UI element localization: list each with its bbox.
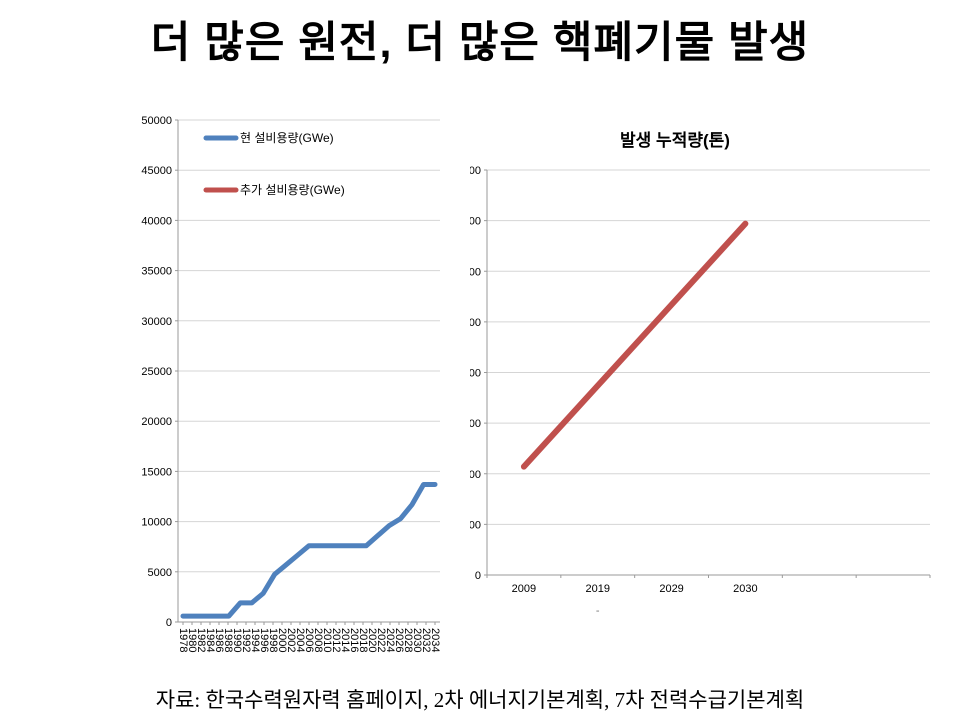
svg-text:1982: 1982 — [195, 628, 207, 652]
svg-text:2029: 2029 — [659, 583, 683, 595]
legend-label-0: 현 설비용량(GWe) — [240, 131, 334, 145]
svg-text:1986: 1986 — [213, 628, 225, 652]
svg-text:2024: 2024 — [384, 628, 396, 652]
svg-text:2034: 2034 — [429, 628, 441, 652]
source-note: 자료: 한국수력원자력 홈페이지, 2차 에너지기본계획, 7차 전력수급기본계… — [155, 688, 805, 712]
svg-text:1994: 1994 — [249, 628, 261, 652]
waste-chart: 0 5000 10000 15000 20000 25000 30000 35000 40000… — [470, 131, 931, 617]
svg-text:10000: 10000 — [470, 469, 481, 481]
svg-text:1996: 1996 — [258, 628, 270, 652]
svg-text:2014: 2014 — [339, 628, 351, 652]
svg-text:2018: 2018 — [357, 628, 369, 652]
x-axis-labels: 2009 2019 2029 2030 — [486, 575, 931, 595]
svg-text:2020: 2020 — [366, 628, 378, 652]
svg-text:2016: 2016 — [348, 628, 360, 652]
svg-text:30000: 30000 — [470, 266, 481, 278]
svg-text:2022: 2022 — [375, 628, 387, 652]
legend-label-1: 추가 설비용량(GWe) — [240, 183, 345, 197]
svg-text:2012: 2012 — [330, 628, 342, 652]
svg-text:1990: 1990 — [231, 628, 243, 652]
legend: 현 설비용량(GWe) 추가 설비용량(GWe) — [203, 131, 345, 197]
svg-text:2030: 2030 — [411, 628, 423, 652]
svg-text:35000: 35000 — [470, 216, 481, 228]
svg-text:15000: 15000 — [470, 418, 481, 430]
svg-text:15000: 15000 — [141, 466, 172, 478]
svg-text:1992: 1992 — [240, 628, 252, 652]
svg-text:10000: 10000 — [141, 517, 172, 529]
svg-text:40000: 40000 — [141, 215, 172, 227]
svg-text:2002: 2002 — [285, 628, 297, 652]
svg-text:20000: 20000 — [141, 416, 172, 428]
capacity-chart: 0 5000 10000 15000 20000 25000 30000 35000 40000… — [141, 115, 441, 652]
x-axis-labels: 1978198019821984198619881990199219941996… — [177, 622, 441, 652]
svg-text:2032: 2032 — [420, 628, 432, 652]
y-axis-labels: 0 5000 10000 15000 20000 25000 30000 35000 40000… — [141, 115, 172, 629]
chart-title: 발생 누적량(톤) — [620, 131, 730, 150]
svg-text:1988: 1988 — [222, 628, 234, 652]
svg-text:2009: 2009 — [512, 583, 536, 595]
gridlines — [175, 119, 440, 623]
svg-text:1978: 1978 — [177, 628, 189, 652]
svg-text:0: 0 — [166, 617, 172, 629]
svg-text:2010: 2010 — [321, 628, 333, 652]
svg-text:2000: 2000 — [276, 628, 288, 652]
svg-text:40000: 40000 — [470, 165, 481, 177]
svg-text:5000: 5000 — [148, 567, 172, 579]
svg-text:2028: 2028 — [402, 628, 414, 652]
current-capacity-line — [180, 481, 438, 619]
y-axis-labels: 0 5000 10000 15000 20000 25000 30000 35000 40000 — [470, 165, 481, 582]
slide-title: 더 많은 원전, 더 많은 핵폐기물 발생 — [150, 19, 810, 67]
svg-text:2026: 2026 — [393, 628, 405, 652]
svg-text:0: 0 — [475, 570, 481, 582]
gridlines — [484, 169, 930, 576]
svg-text:35000: 35000 — [141, 266, 172, 278]
svg-text:30000: 30000 — [141, 316, 172, 328]
svg-text:45000: 45000 — [141, 165, 172, 177]
svg-text:1980: 1980 — [186, 628, 198, 652]
svg-text:2006: 2006 — [303, 628, 315, 652]
svg-text:2004: 2004 — [294, 628, 306, 652]
stray-mark: - — [596, 605, 600, 617]
cumulative-waste-line — [520, 220, 749, 470]
svg-text:2030: 2030 — [733, 583, 757, 595]
svg-text:1998: 1998 — [267, 628, 279, 652]
svg-text:2008: 2008 — [312, 628, 324, 652]
svg-text:5000: 5000 — [470, 519, 481, 531]
svg-text:50000: 50000 — [141, 115, 172, 127]
svg-text:25000: 25000 — [141, 366, 172, 378]
svg-text:20000: 20000 — [470, 368, 481, 380]
svg-text:2019: 2019 — [586, 583, 610, 595]
svg-text:25000: 25000 — [470, 317, 481, 329]
svg-text:1984: 1984 — [204, 628, 216, 652]
